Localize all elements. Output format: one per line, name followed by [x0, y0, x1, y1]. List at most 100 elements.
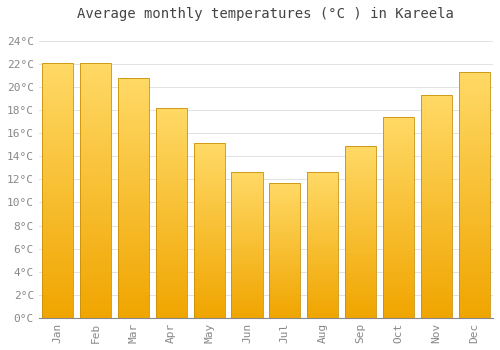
Bar — [42, 264, 74, 266]
Bar — [383, 120, 414, 121]
Bar — [118, 306, 149, 307]
Bar — [458, 300, 490, 301]
Bar — [42, 122, 74, 124]
Bar — [383, 214, 414, 215]
Bar — [118, 286, 149, 287]
Bar — [80, 262, 111, 263]
Bar — [194, 286, 224, 287]
Bar — [458, 232, 490, 233]
Bar — [383, 269, 414, 270]
Bar — [458, 295, 490, 296]
Bar — [421, 256, 452, 257]
Bar — [458, 223, 490, 224]
Bar — [42, 287, 74, 289]
Bar — [42, 294, 74, 295]
Bar — [345, 314, 376, 315]
Bar — [232, 202, 262, 203]
Bar — [458, 86, 490, 88]
Bar — [383, 225, 414, 226]
Bar — [156, 175, 187, 176]
Bar — [458, 279, 490, 280]
Bar — [80, 241, 111, 243]
Bar — [421, 226, 452, 228]
Bar — [383, 179, 414, 180]
Bar — [194, 277, 224, 278]
Bar — [80, 246, 111, 248]
Bar — [345, 237, 376, 238]
Bar — [80, 286, 111, 287]
Bar — [421, 220, 452, 221]
Bar — [421, 105, 452, 106]
Bar — [345, 181, 376, 182]
Bar — [345, 162, 376, 163]
Bar — [421, 240, 452, 241]
Bar — [383, 206, 414, 207]
Bar — [307, 281, 338, 282]
Bar — [118, 190, 149, 192]
Bar — [307, 311, 338, 312]
Bar — [42, 119, 74, 120]
Bar — [307, 195, 338, 196]
Bar — [118, 312, 149, 313]
Bar — [383, 198, 414, 199]
Bar — [42, 284, 74, 285]
Bar — [383, 175, 414, 176]
Bar — [383, 174, 414, 175]
Bar — [383, 190, 414, 191]
Bar — [458, 219, 490, 221]
Bar — [232, 312, 262, 313]
Bar — [156, 254, 187, 255]
Bar — [80, 204, 111, 205]
Bar — [383, 232, 414, 233]
Bar — [156, 229, 187, 230]
Bar — [118, 226, 149, 228]
Bar — [80, 217, 111, 218]
Bar — [421, 222, 452, 223]
Bar — [345, 301, 376, 302]
Bar — [345, 163, 376, 164]
Bar — [156, 265, 187, 266]
Bar — [42, 134, 74, 135]
Bar — [421, 199, 452, 200]
Bar — [345, 214, 376, 215]
Bar — [307, 197, 338, 198]
Bar — [80, 149, 111, 150]
Bar — [156, 241, 187, 242]
Bar — [421, 212, 452, 213]
Bar — [383, 207, 414, 208]
Bar — [232, 288, 262, 289]
Bar — [42, 219, 74, 221]
Bar — [194, 146, 224, 147]
Bar — [156, 255, 187, 256]
Bar — [421, 263, 452, 264]
Bar — [194, 247, 224, 248]
Bar — [421, 253, 452, 254]
Bar — [118, 106, 149, 108]
Bar — [307, 208, 338, 209]
Bar — [458, 287, 490, 288]
Bar — [458, 249, 490, 250]
Bar — [458, 73, 490, 74]
Bar — [42, 268, 74, 270]
Bar — [458, 190, 490, 191]
Bar — [383, 292, 414, 293]
Bar — [118, 147, 149, 148]
Bar — [421, 104, 452, 105]
Bar — [458, 162, 490, 163]
Bar — [80, 254, 111, 256]
Bar — [194, 254, 224, 255]
Bar — [458, 125, 490, 126]
Bar — [194, 148, 224, 149]
Bar — [307, 234, 338, 235]
Bar — [118, 217, 149, 218]
Bar — [156, 205, 187, 206]
Bar — [80, 130, 111, 132]
Bar — [232, 226, 262, 227]
Bar — [118, 194, 149, 195]
Bar — [458, 90, 490, 91]
Bar — [232, 264, 262, 265]
Bar — [156, 209, 187, 210]
Bar — [42, 175, 74, 176]
Bar — [156, 118, 187, 119]
Bar — [307, 265, 338, 266]
